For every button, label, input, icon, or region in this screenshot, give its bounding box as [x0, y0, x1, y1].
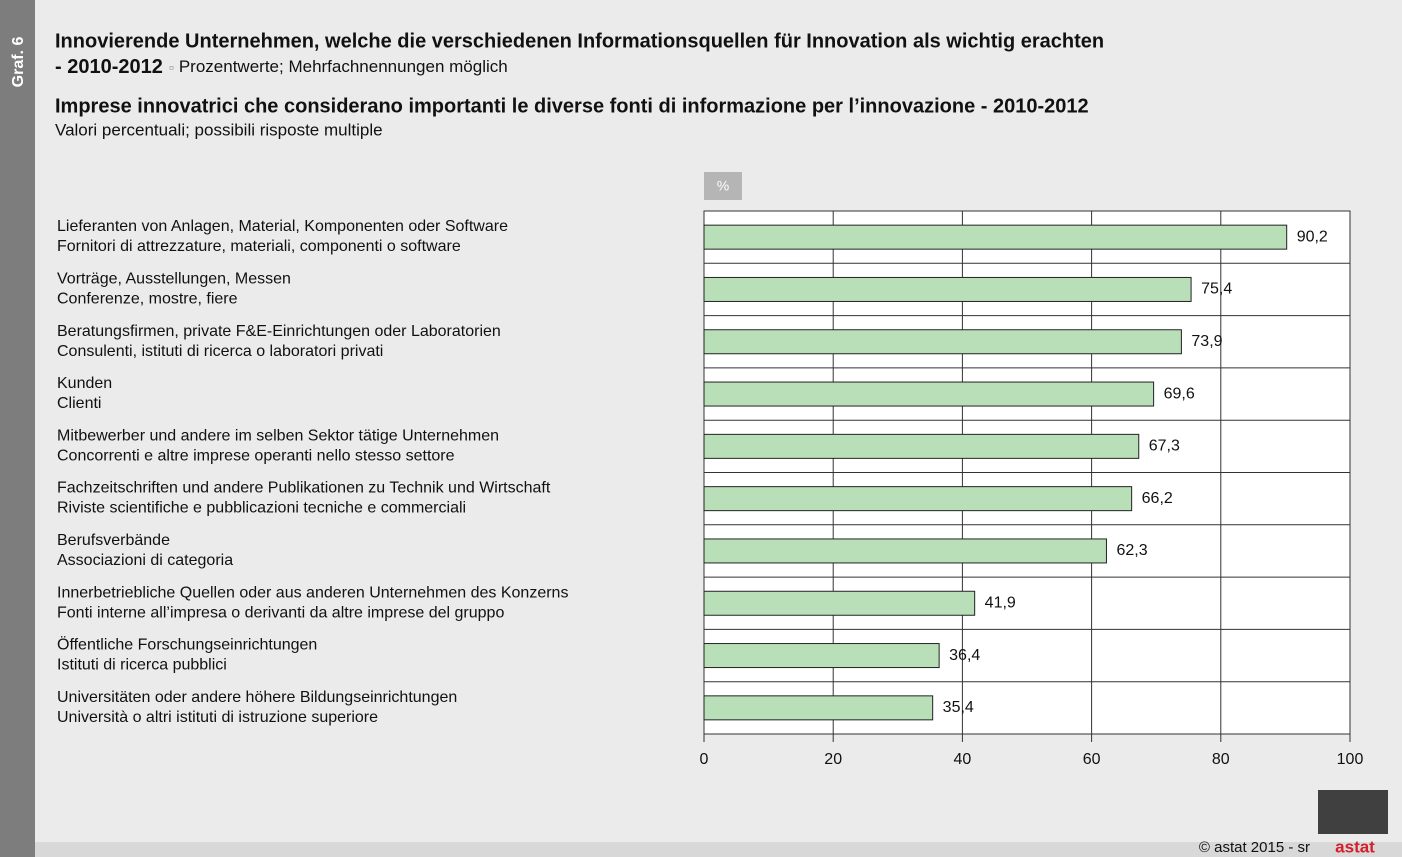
category-label: Kunden: [57, 375, 112, 392]
value-label: 36,4: [949, 647, 980, 664]
logo: astat: [1335, 837, 1375, 856]
bar: [703, 433, 1140, 459]
category-label: Innerbetriebliche Quellen oder aus ander…: [57, 584, 568, 601]
x-tick-label: 20: [824, 751, 842, 768]
x-tick-label: 100: [1337, 751, 1364, 768]
category-label-it: Fornitori di attrezzature, materiali, co…: [57, 238, 461, 255]
value-label: 66,2: [1142, 490, 1173, 507]
category-label: Lieferanten von Anlagen, Material, Kompo…: [57, 218, 508, 235]
category-label-it: Clienti: [57, 395, 101, 412]
value-label: 90,2: [1297, 228, 1328, 245]
category-label: Fachzeitschriften und andere Publikation…: [57, 480, 551, 497]
bar: [703, 695, 934, 721]
side-strip: [0, 0, 35, 857]
footer: © astat 2015 - sr: [1199, 839, 1310, 856]
category-label-it: Riviste scientifiche e pubblicazioni tec…: [57, 500, 466, 517]
value-label: 75,4: [1201, 281, 1232, 298]
category-label-it: Istituti di ricerca pubblici: [57, 657, 227, 674]
category-label-it: Fonti interne all’impresa o derivanti da…: [57, 604, 504, 621]
category-label-it: Concorrenti e altre imprese operanti nel…: [57, 447, 455, 464]
value-label: 41,9: [985, 594, 1016, 611]
title-period: - 2010-2012: [55, 56, 163, 78]
bar: [703, 643, 940, 669]
category-label: Beratungsfirmen, private F&E-Einrichtung…: [57, 323, 501, 340]
x-tick-label: 0: [700, 751, 709, 768]
category-label: Universitäten oder andere höhere Bildung…: [57, 689, 457, 706]
x-tick-label: 80: [1212, 751, 1230, 768]
graph-label: Graf. 6: [10, 37, 27, 88]
separator: ▫: [169, 59, 174, 75]
subtitle: Prozentwerte; Mehrfachnennungen möglich: [179, 57, 508, 76]
subtitle-it: Valori percentuali; possibili risposte m…: [55, 120, 383, 139]
logo-map: [1318, 790, 1388, 834]
bar: [703, 329, 1182, 355]
bar: [703, 486, 1133, 512]
category-label: Mitbewerber und andere im selben Sektor …: [57, 427, 499, 444]
category-label: Öffentliche Forschungseinrichtungen: [57, 636, 317, 654]
chart-title-line2: - 2010-2012 ▫ Prozentwerte; Mehrfachnennun…: [55, 56, 508, 78]
footer-band: [35, 842, 1402, 857]
category-label: Berufsverbände: [57, 532, 170, 549]
bar: [703, 538, 1107, 564]
value-label: 35,4: [943, 699, 974, 716]
unit-label: %: [717, 178, 729, 194]
value-label: 67,3: [1149, 438, 1180, 455]
title-it: Imprese innovatrici che considerano impo…: [55, 95, 1089, 117]
value-label: 73,9: [1191, 333, 1222, 350]
category-label-it: Consulenti, istituti di ricerca o labora…: [57, 343, 383, 360]
category-label: Vorträge, Ausstellungen, Messen: [57, 271, 291, 288]
category-label-it: Conferenze, mostre, fiere: [57, 291, 238, 308]
x-tick-label: 40: [954, 751, 972, 768]
unit-box: [704, 172, 742, 200]
x-tick-label: 60: [1083, 751, 1101, 768]
chart-title: Innovierende Unternehmen, welche die ver…: [55, 30, 1104, 52]
value-label: 62,3: [1116, 542, 1147, 559]
bar: [703, 276, 1192, 302]
category-label-it: Università o altri istituti di istruzion…: [57, 709, 378, 726]
category-label-it: Associazioni di categoria: [57, 552, 233, 569]
bar: [703, 381, 1155, 407]
value-label: 69,6: [1164, 385, 1195, 402]
bar: [703, 590, 976, 616]
bar: [703, 224, 1288, 250]
